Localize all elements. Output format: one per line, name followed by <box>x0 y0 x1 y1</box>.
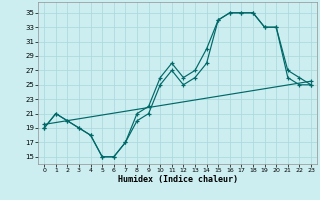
X-axis label: Humidex (Indice chaleur): Humidex (Indice chaleur) <box>118 175 238 184</box>
